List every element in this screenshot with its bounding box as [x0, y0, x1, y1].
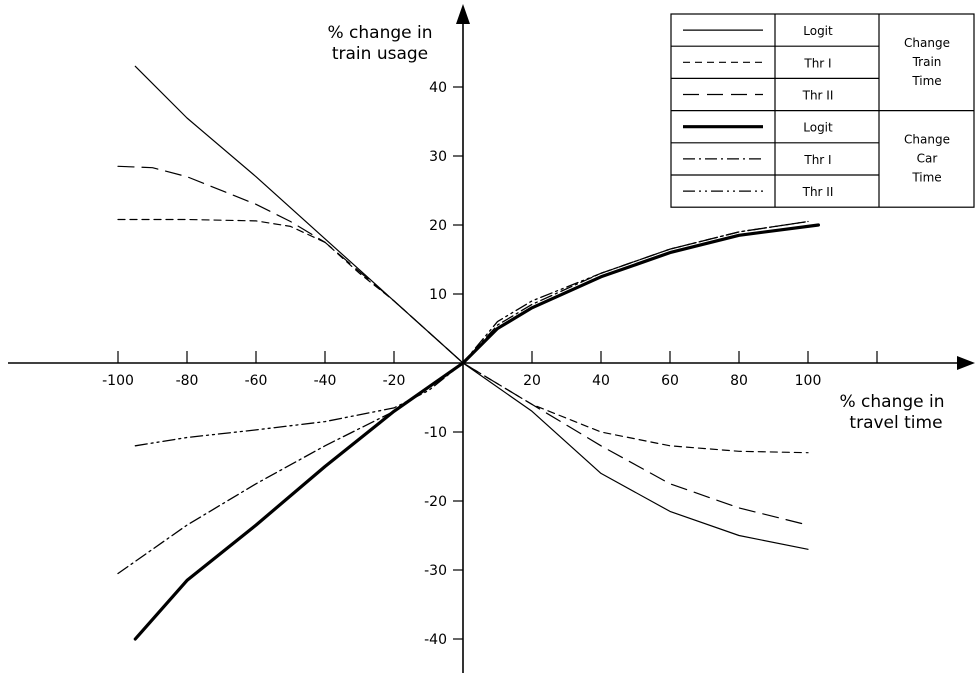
y-axis-arrow — [456, 4, 470, 24]
car-time-thick-solid-series-line — [133, 223, 820, 641]
x-tick-label: 60 — [661, 373, 679, 389]
train-time-long-dash-series-line — [117, 165, 809, 526]
y-tick-label: 20 — [429, 218, 447, 234]
x-tick-label: 80 — [730, 373, 748, 389]
legend-group-label: Change — [904, 36, 950, 50]
x-tick-label: -100 — [102, 373, 134, 389]
legend-entry-label: Thr I — [803, 56, 831, 70]
legend-group-label: Time — [911, 171, 941, 185]
y-axis-label-line-1: % change in — [327, 23, 432, 43]
legend-group-label: Car — [917, 152, 938, 166]
x-tick-label: 20 — [523, 373, 541, 389]
legend-entry-label: Thr II — [802, 89, 834, 103]
legend-entry-label: Logit — [803, 121, 833, 135]
x-axis-label-line-1: % change in — [839, 392, 944, 412]
y-axis-label-line-2: train usage — [332, 44, 428, 64]
car-time-dash-dot-series-line — [117, 220, 809, 575]
x-axis-label-line-2: travel time — [849, 413, 942, 433]
y-tick-label: -30 — [424, 563, 447, 579]
legend-entry-label: Thr I — [803, 153, 831, 167]
x-tick-label: -80 — [176, 373, 199, 389]
y-tick-label: 40 — [429, 80, 447, 96]
x-tick-label: 40 — [592, 373, 610, 389]
legend-entry-label: Thr II — [802, 185, 834, 199]
car-time-dash-dot-dot-series-line — [134, 220, 809, 447]
legend-group-label: Time — [911, 74, 941, 88]
legend-entry-label: Logit — [803, 24, 833, 38]
x-axis-arrow — [957, 356, 975, 370]
y-tick-label: -10 — [424, 425, 447, 441]
legend-group-label: Train — [912, 55, 942, 69]
y-tick-label: 10 — [429, 287, 447, 303]
y-tick-label: -40 — [424, 632, 447, 648]
y-tick-label: -20 — [424, 494, 447, 510]
x-tick-label: -20 — [383, 373, 406, 389]
series-layer — [117, 65, 820, 641]
x-tick-label: 100 — [795, 373, 822, 389]
axes: -100 -80 -60 -40 -20 20 40 60 80 100 40 30 20 10 -10 -2… — [8, 4, 975, 673]
legend-group-label: Change — [904, 133, 950, 147]
y-tick-label: 30 — [429, 149, 447, 165]
legend: Logit Thr I Thr II Change Train Time Logit Thr … — [670, 13, 975, 208]
x-tick-label: -60 — [245, 373, 268, 389]
x-tick-label: -40 — [314, 373, 337, 389]
